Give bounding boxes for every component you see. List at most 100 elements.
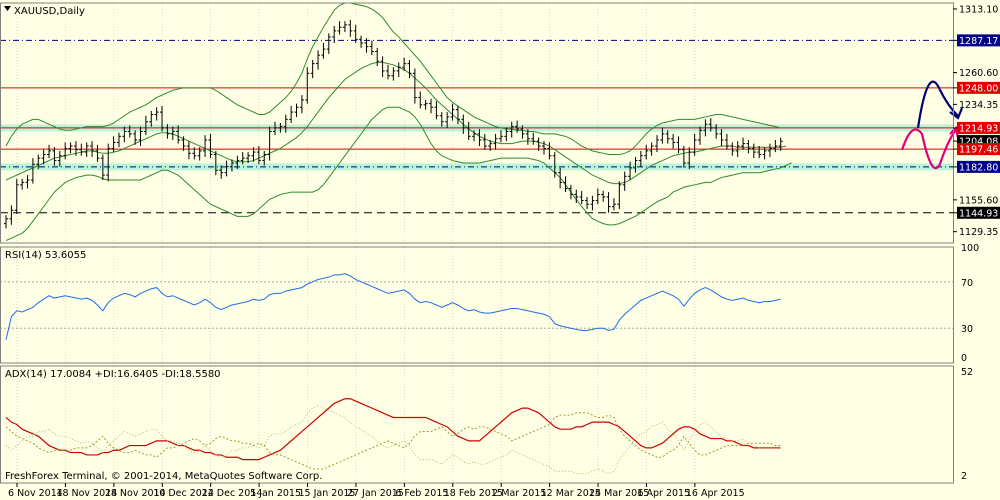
price-bar-120 [649, 142, 654, 156]
time-label-8: 6 Feb 2015 [395, 488, 448, 499]
price-bar-143 [773, 139, 778, 153]
price-bar-94 [509, 121, 514, 138]
price-bar-52 [283, 114, 288, 133]
price-bar-18 [100, 154, 105, 180]
time-label-4: 22 Dec 2014 [202, 488, 263, 499]
price-bar-67 [364, 38, 369, 53]
price-bar-7 [41, 149, 46, 165]
price-bar-4 [25, 175, 30, 189]
time-label-2: 28 Nov 2014 [105, 488, 166, 499]
price-bar-53 [289, 106, 294, 123]
price-bar-54 [294, 103, 299, 117]
time-label-9: 18 Feb 2015 [444, 488, 503, 499]
price-bar-62 [337, 21, 342, 35]
price-bar-79 [429, 98, 434, 114]
adx-title: ADX(14) 17.0084 +DI:16.6405 -DI:18.5580 [5, 369, 221, 380]
price-bar-103 [558, 167, 563, 189]
pane-frame-0 [0, 2, 954, 244]
price-bar-139 [751, 143, 756, 159]
price-bar-58 [316, 50, 321, 70]
price-bar-65 [353, 24, 358, 43]
bollinger-bands [5, 2, 792, 242]
adx-series-2 [5, 412, 781, 470]
price-bar-98 [531, 132, 536, 145]
price-bar-76 [412, 68, 417, 104]
price-bar-28 [154, 107, 159, 121]
price-bar-72 [391, 67, 396, 81]
price-bar-77 [418, 91, 423, 109]
price-bar-39 [213, 150, 218, 176]
price-bar-42 [229, 159, 234, 172]
price-bar-11 [63, 142, 68, 160]
price-axis: 1313.10 1287.17 1260.60 1248.00 1234.35 1214.… [953, 4, 1000, 482]
upper-band-line [5, 2, 781, 156]
price-bar-74 [402, 57, 407, 71]
price-bar-21 [116, 132, 121, 148]
time-label-10: 2 Mar 2015 [492, 488, 546, 499]
horizontal-levels [0, 39, 953, 214]
price-bar-20 [111, 136, 116, 153]
price-bar-124 [671, 133, 676, 149]
price-bar-132 [714, 124, 719, 139]
price-bar-127 [687, 147, 692, 170]
price-bar-133 [719, 129, 724, 147]
price-bar-82 [445, 112, 450, 128]
price-label-box-3 [957, 81, 1000, 94]
time-label-11: 12 Mar 2015 [541, 488, 601, 499]
price-bar-80 [434, 101, 439, 120]
price-label-3: 1248.00 [959, 83, 998, 94]
price-label-8: 1182.80 [959, 162, 998, 173]
price-bar-95 [515, 120, 520, 133]
forecast-alt-curve [900, 128, 957, 170]
price-bar-69 [375, 47, 380, 67]
price-bar-97 [525, 129, 530, 145]
price-bar-70 [380, 56, 385, 77]
price-bar-135 [730, 142, 735, 156]
price-bar-37 [203, 135, 208, 157]
lower-band-line [5, 106, 792, 242]
price-label-0: 1313.10 [959, 4, 998, 15]
price-label-7: 1197.46 [959, 145, 998, 156]
price-bar-35 [192, 147, 197, 160]
price-bar-49 [267, 126, 272, 161]
price-label-box-5 [957, 121, 1000, 134]
price-bar-57 [310, 59, 315, 79]
price-bar-47 [256, 146, 261, 165]
copyright-footer: FreshForex Terminal, © 2001-2014, MetaQu… [5, 471, 322, 482]
price-bar-29 [160, 106, 165, 132]
price-bar-73 [396, 62, 401, 77]
zone-5 [0, 163, 953, 171]
price-bars [4, 19, 783, 229]
price-bar-48 [262, 150, 267, 166]
price-bar-130 [703, 119, 708, 137]
price-bar-45 [246, 152, 251, 163]
rsi-axis-label-1: 70 [961, 278, 973, 289]
price-bar-81 [439, 112, 444, 127]
price-bar-15 [84, 142, 89, 157]
price-bar-125 [676, 136, 681, 154]
price-bar-136 [735, 141, 740, 157]
price-bar-22 [122, 126, 127, 143]
price-bar-83 [450, 103, 455, 121]
forecast-up-curve [916, 80, 959, 129]
price-bar-84 [455, 106, 460, 125]
price-bar-144 [778, 137, 783, 151]
price-bar-17 [95, 144, 100, 162]
price-bar-10 [57, 150, 62, 167]
price-bar-111 [601, 190, 606, 202]
price-bar-119 [644, 144, 649, 160]
price-bar-64 [348, 19, 353, 37]
price-label-1: 1287.17 [959, 36, 998, 47]
price-bar-116 [628, 161, 633, 180]
price-label-6: 1204.08 [959, 137, 998, 148]
collapse-arrow-icon[interactable] [4, 6, 11, 11]
price-bar-25 [138, 126, 143, 147]
time-label-7: 27 Jan 2015 [347, 488, 404, 499]
price-bar-16 [90, 141, 95, 157]
price-bar-99 [536, 137, 541, 151]
price-bar-91 [493, 133, 498, 150]
price-label-11: 1129.35 [959, 227, 998, 238]
price-bar-96 [520, 125, 525, 139]
price-bar-12 [68, 142, 73, 154]
